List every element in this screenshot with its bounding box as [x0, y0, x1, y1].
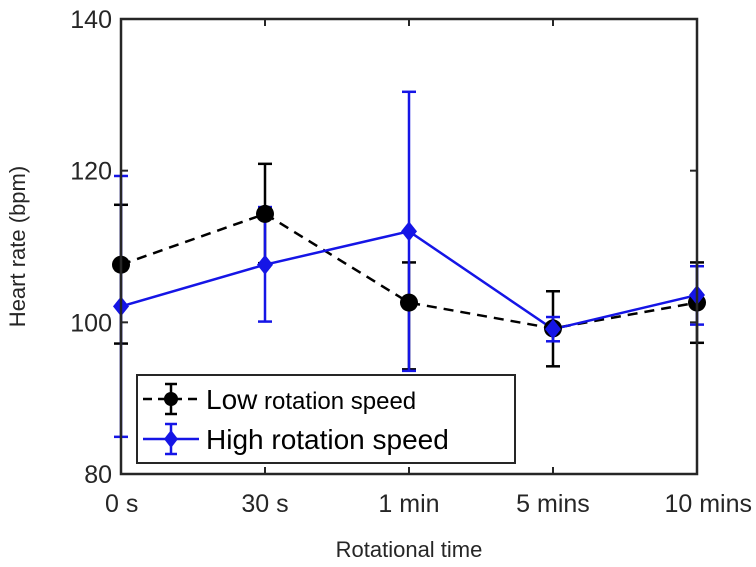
legend-label-main: High rotation speed	[206, 424, 449, 455]
x-tick-label: 10 mins	[664, 490, 752, 518]
legend-label: High rotation speed	[206, 424, 449, 455]
y-axis-title: Heart rate (bpm)	[5, 166, 30, 327]
y-tick-label: 140	[70, 6, 112, 34]
y-tick-label: 120	[70, 158, 112, 186]
series-line	[120, 212, 698, 330]
x-tick-label: 1 min	[378, 490, 439, 518]
data-point	[545, 319, 561, 340]
x-tick-label: 0 s	[105, 490, 138, 518]
axis-ticks	[120, 18, 698, 475]
legend-box	[136, 374, 516, 464]
x-tick-label: 30 s	[241, 490, 288, 518]
y-tick-label: 100	[70, 309, 112, 337]
legend-marker	[164, 430, 178, 448]
legend: Low rotation speed High rotation speed	[136, 374, 516, 464]
x-tick-label: 5 mins	[516, 490, 590, 518]
data-point	[401, 221, 417, 242]
y-tick-labels: 80 100 120 140	[70, 6, 112, 489]
series-markers	[112, 204, 706, 340]
legend-item: Low rotation speed	[143, 382, 416, 416]
legend-marker	[164, 392, 178, 406]
legend-label: Low rotation speed	[206, 384, 416, 415]
data-point	[257, 254, 273, 275]
x-tick-labels: 0 s 30 s 1 min 5 mins 10 mins	[105, 490, 752, 518]
x-axis-title: Rotational time	[336, 537, 483, 562]
data-point	[400, 293, 418, 312]
legend-label-main: Low	[206, 384, 258, 415]
y-tick-label: 80	[84, 461, 112, 489]
legend-item: High rotation speed	[143, 422, 449, 456]
legend-label-rest: rotation speed	[257, 388, 416, 415]
data-point	[256, 204, 274, 223]
